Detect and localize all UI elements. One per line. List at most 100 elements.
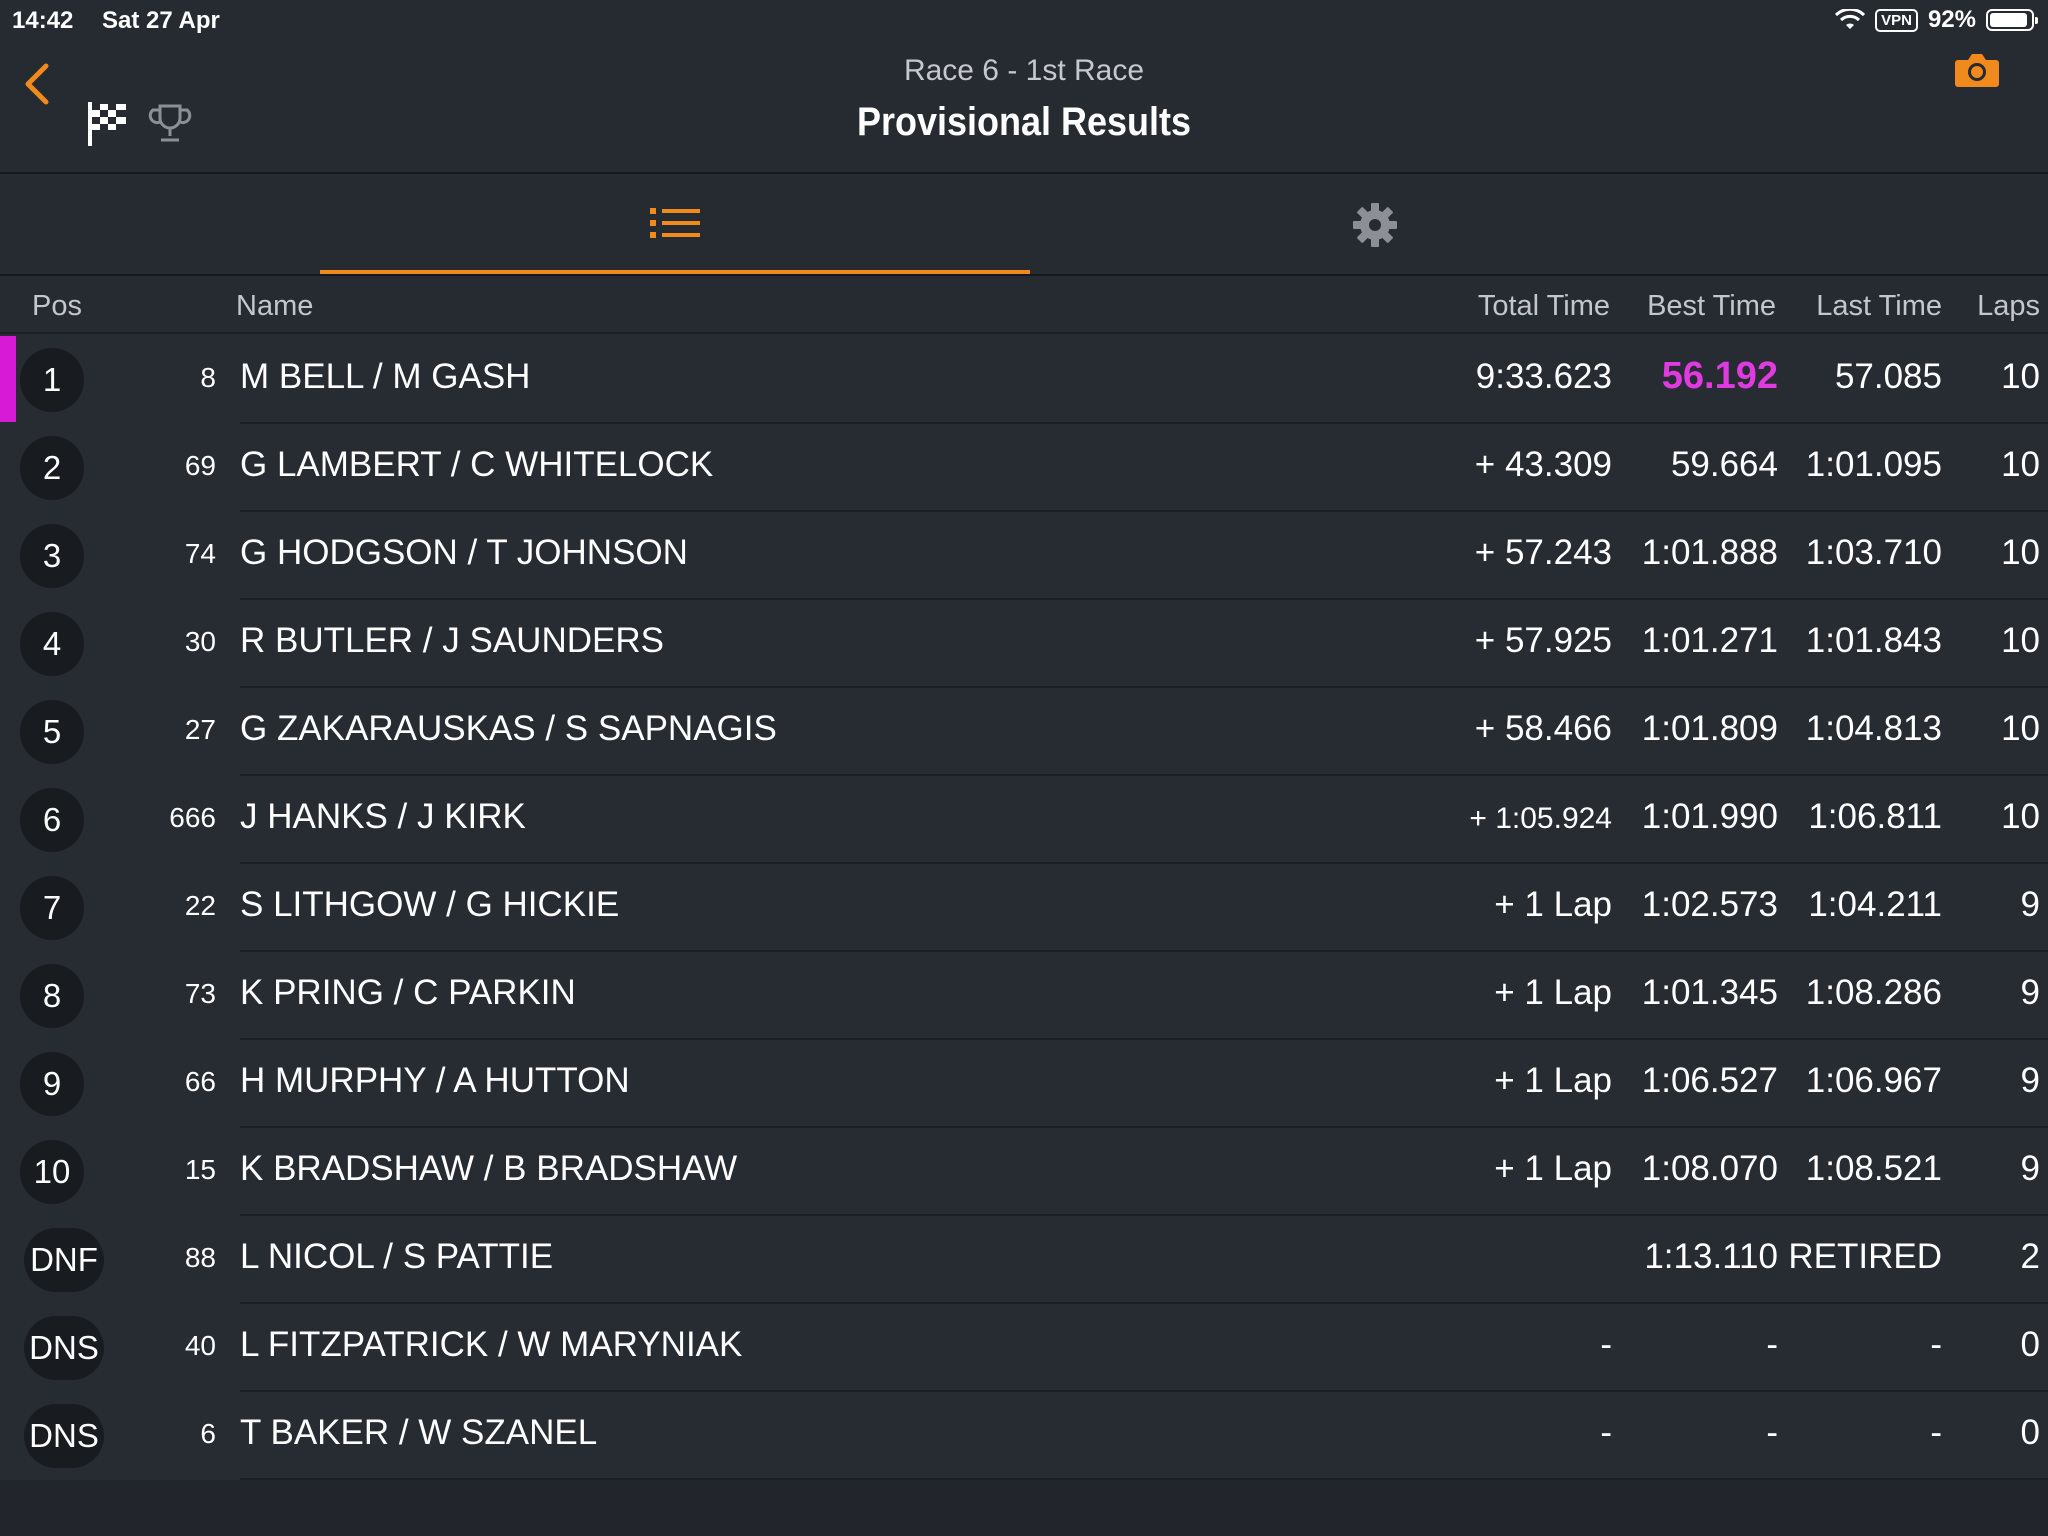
position-badge: DNS bbox=[24, 1404, 104, 1468]
table-row[interactable]: DNS 6 T BAKER / W SZANEL - - - 0 bbox=[0, 1392, 2048, 1480]
wifi-icon bbox=[1835, 9, 1866, 29]
driver-names: G ZAKARAUSKAS / S SAPNAGIS bbox=[240, 709, 777, 748]
best-time-fastest: 56.192 bbox=[1661, 355, 1778, 397]
driver-names: T BAKER / W SZANEL bbox=[240, 1413, 598, 1452]
table-row[interactable]: 1 8 M BELL / M GASH 9:33.623 56.192 57.0… bbox=[0, 336, 2048, 424]
table-row[interactable]: 4 30 R BUTLER / J SAUNDERS + 57.925 1:01… bbox=[0, 600, 2048, 688]
car-number: 69 bbox=[184, 450, 216, 481]
laps: 10 bbox=[2001, 797, 2040, 836]
driver-names: G LAMBERT / C WHITELOCK bbox=[240, 445, 714, 484]
table-row[interactable]: 10 15 K BRADSHAW / B BRADSHAW + 1 Lap 1:… bbox=[0, 1128, 2048, 1216]
car-number: 88 bbox=[184, 1242, 216, 1273]
battery-icon bbox=[1986, 9, 2038, 31]
col-header-best-time: Best Time bbox=[1647, 290, 1776, 322]
position-badge: 8 bbox=[20, 964, 84, 1028]
total-time: + 1 Lap bbox=[1494, 1061, 1612, 1100]
last-time: - bbox=[1930, 1413, 1942, 1452]
total-time: + 1:05.924 bbox=[1469, 802, 1612, 835]
total-time: + 58.466 bbox=[1474, 709, 1612, 748]
laps: 9 bbox=[2020, 1149, 2040, 1188]
last-time: 1:01.843 bbox=[1805, 621, 1942, 660]
col-header-last-time: Last Time bbox=[1816, 290, 1942, 322]
table-row[interactable]: DNS 40 L FITZPATRICK / W MARYNIAK - - - … bbox=[0, 1304, 2048, 1392]
position-badge: DNS bbox=[24, 1316, 104, 1380]
last-time: - bbox=[1930, 1325, 1942, 1364]
race-type-icons bbox=[86, 100, 192, 148]
footer-area bbox=[0, 1480, 2048, 1536]
position-badge: 4 bbox=[20, 612, 84, 676]
list-icon bbox=[650, 208, 700, 238]
race-subtitle: Race 6 - 1st Race bbox=[903, 54, 1145, 87]
col-header-total-time: Total Time bbox=[1477, 290, 1610, 322]
last-time: 1:06.967 bbox=[1805, 1061, 1942, 1100]
laps: 10 bbox=[2001, 357, 2040, 396]
table-row[interactable]: 2 69 G LAMBERT / C WHITELOCK + 43.309 59… bbox=[0, 424, 2048, 512]
tab-settings[interactable] bbox=[1020, 176, 1730, 274]
last-time: 1:04.211 bbox=[1808, 885, 1942, 924]
checkered-flag-icon bbox=[88, 102, 126, 146]
car-number: 66 bbox=[184, 1066, 216, 1097]
position-badge: DNF bbox=[24, 1228, 104, 1292]
back-button[interactable] bbox=[18, 60, 58, 120]
nav-header: Race 6 - 1st Race Provisional Results bbox=[0, 40, 2048, 174]
laps: 10 bbox=[2001, 533, 2040, 572]
results-table-body: 1 8 M BELL / M GASH 9:33.623 56.192 57.0… bbox=[0, 336, 2048, 1480]
col-header-laps: Laps bbox=[1977, 290, 2040, 322]
laps: 2 bbox=[2020, 1237, 2040, 1276]
last-time: 1:06.811 bbox=[1808, 797, 1942, 836]
position-badge: 3 bbox=[20, 524, 84, 588]
last-time: 1:03.710 bbox=[1805, 533, 1942, 572]
table-row[interactable]: 7 22 S LITHGOW / G HICKIE + 1 Lap 1:02.5… bbox=[0, 864, 2048, 952]
car-number: 22 bbox=[184, 890, 216, 921]
position-badge: 6 bbox=[20, 788, 84, 852]
battery-level bbox=[1990, 13, 2027, 27]
position-badge: 9 bbox=[20, 1052, 84, 1116]
total-time: - bbox=[1600, 1413, 1612, 1452]
total-time: + 1 Lap bbox=[1494, 1149, 1612, 1188]
tab-results-list[interactable] bbox=[320, 176, 1030, 274]
driver-names: R BUTLER / J SAUNDERS bbox=[240, 621, 664, 660]
car-number: 73 bbox=[184, 978, 216, 1009]
laps: 10 bbox=[2001, 709, 2040, 748]
driver-names: S LITHGOW / G HICKIE bbox=[240, 885, 620, 924]
best-time: 59.664 bbox=[1670, 445, 1778, 484]
status-time: 14:42 bbox=[12, 7, 74, 34]
total-time: + 57.243 bbox=[1474, 533, 1612, 572]
screenshot-button[interactable] bbox=[1954, 50, 2000, 90]
car-number: 30 bbox=[184, 626, 216, 657]
table-row[interactable]: 5 27 G ZAKARAUSKAS / S SAPNAGIS + 58.466… bbox=[0, 688, 2048, 776]
col-header-pos: Pos bbox=[32, 290, 82, 322]
best-time: 1:06.527 bbox=[1641, 1061, 1778, 1100]
car-number: 27 bbox=[184, 714, 216, 745]
camera-icon bbox=[1955, 54, 1999, 87]
driver-names: L FITZPATRICK / W MARYNIAK bbox=[240, 1325, 743, 1364]
table-row[interactable]: 9 66 H MURPHY / A HUTTON + 1 Lap 1:06.52… bbox=[0, 1040, 2048, 1128]
best-time: 1:08.070 bbox=[1641, 1149, 1778, 1188]
position-badge: 5 bbox=[20, 700, 84, 764]
laps: 0 bbox=[2020, 1325, 2040, 1364]
table-row[interactable]: 6 666 J HANKS / J KIRK + 1:05.924 1:01.9… bbox=[0, 776, 2048, 864]
best-time: 1:02.573 bbox=[1641, 885, 1778, 924]
best-time: 1:01.271 bbox=[1641, 621, 1778, 660]
total-time: + 43.309 bbox=[1474, 445, 1612, 484]
laps: 9 bbox=[2020, 885, 2040, 924]
col-header-name: Name bbox=[236, 290, 314, 322]
laps: 10 bbox=[2001, 445, 2040, 484]
best-time: 1:01.990 bbox=[1641, 797, 1778, 836]
table-row[interactable]: DNF 88 L NICOL / S PATTIE 1:13.110 RETIR… bbox=[0, 1216, 2048, 1304]
car-number: 666 bbox=[169, 802, 216, 833]
table-row[interactable]: 3 74 G HODGSON / T JOHNSON + 57.243 1:01… bbox=[0, 512, 2048, 600]
total-time: + 1 Lap bbox=[1494, 885, 1612, 924]
best-time: 1:01.345 bbox=[1641, 973, 1778, 1012]
driver-names: L NICOL / S PATTIE bbox=[240, 1237, 554, 1276]
laps: 9 bbox=[2020, 973, 2040, 1012]
driver-names: G HODGSON / T JOHNSON bbox=[240, 533, 688, 572]
total-time: + 57.925 bbox=[1474, 621, 1612, 660]
leader-marker bbox=[0, 336, 16, 422]
status-date: Sat 27 Apr bbox=[102, 7, 220, 34]
driver-names: J HANKS / J KIRK bbox=[240, 797, 526, 836]
best-time: 1:01.809 bbox=[1641, 709, 1778, 748]
table-row[interactable]: 8 73 K PRING / C PARKIN + 1 Lap 1:01.345… bbox=[0, 952, 2048, 1040]
driver-names: K PRING / C PARKIN bbox=[240, 973, 576, 1012]
